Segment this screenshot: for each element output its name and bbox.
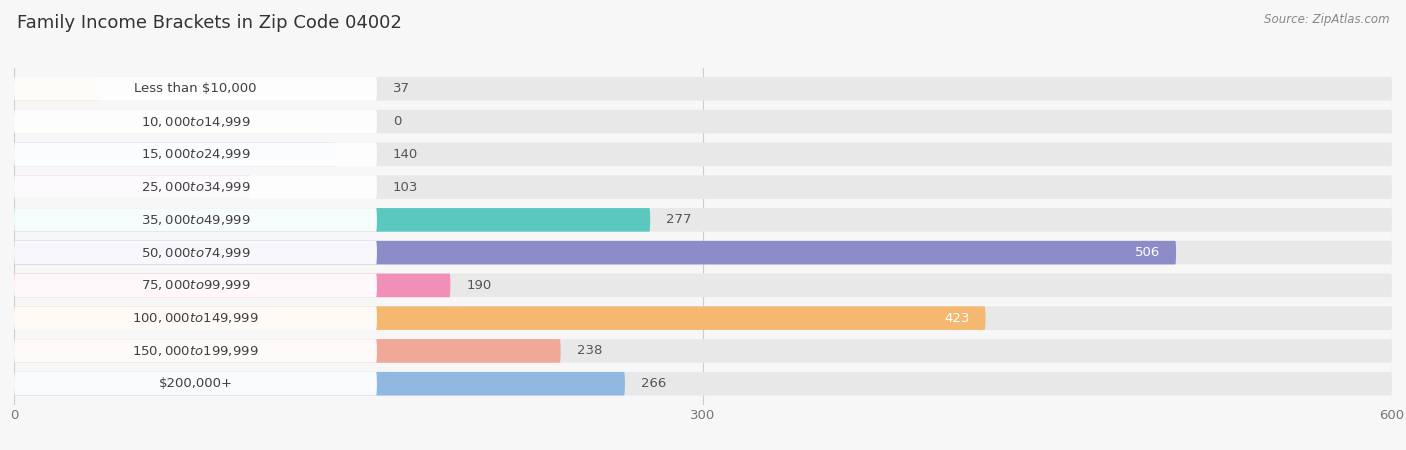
Text: 423: 423 — [943, 312, 969, 324]
FancyBboxPatch shape — [14, 306, 986, 330]
Text: $25,000 to $34,999: $25,000 to $34,999 — [141, 180, 250, 194]
FancyBboxPatch shape — [14, 110, 377, 133]
FancyBboxPatch shape — [14, 143, 336, 166]
FancyBboxPatch shape — [14, 241, 1392, 265]
FancyBboxPatch shape — [14, 208, 650, 232]
FancyBboxPatch shape — [14, 208, 377, 232]
FancyBboxPatch shape — [14, 241, 377, 265]
Text: Less than $10,000: Less than $10,000 — [134, 82, 257, 95]
FancyBboxPatch shape — [14, 372, 1392, 396]
FancyBboxPatch shape — [14, 143, 377, 166]
Text: $15,000 to $24,999: $15,000 to $24,999 — [141, 147, 250, 162]
Text: $50,000 to $74,999: $50,000 to $74,999 — [141, 246, 250, 260]
FancyBboxPatch shape — [14, 241, 1175, 265]
FancyBboxPatch shape — [14, 176, 1392, 199]
Text: $75,000 to $99,999: $75,000 to $99,999 — [141, 279, 250, 292]
Text: 0: 0 — [394, 115, 401, 128]
Text: $35,000 to $49,999: $35,000 to $49,999 — [141, 213, 250, 227]
FancyBboxPatch shape — [14, 77, 377, 101]
FancyBboxPatch shape — [14, 208, 1392, 232]
Text: 37: 37 — [394, 82, 411, 95]
FancyBboxPatch shape — [14, 274, 450, 297]
Text: 238: 238 — [576, 344, 602, 357]
Text: Family Income Brackets in Zip Code 04002: Family Income Brackets in Zip Code 04002 — [17, 14, 402, 32]
Text: 266: 266 — [641, 377, 666, 390]
FancyBboxPatch shape — [14, 372, 624, 396]
FancyBboxPatch shape — [14, 176, 250, 199]
Text: $200,000+: $200,000+ — [159, 377, 232, 390]
Text: $100,000 to $149,999: $100,000 to $149,999 — [132, 311, 259, 325]
FancyBboxPatch shape — [14, 339, 377, 363]
FancyBboxPatch shape — [14, 110, 1392, 133]
FancyBboxPatch shape — [14, 372, 377, 396]
FancyBboxPatch shape — [14, 176, 377, 199]
FancyBboxPatch shape — [14, 306, 1392, 330]
Text: 277: 277 — [666, 213, 692, 226]
FancyBboxPatch shape — [14, 77, 98, 101]
Text: $150,000 to $199,999: $150,000 to $199,999 — [132, 344, 259, 358]
Text: 103: 103 — [394, 180, 419, 194]
FancyBboxPatch shape — [14, 274, 1392, 297]
FancyBboxPatch shape — [14, 77, 1392, 101]
FancyBboxPatch shape — [14, 339, 561, 363]
FancyBboxPatch shape — [14, 143, 1392, 166]
FancyBboxPatch shape — [14, 306, 377, 330]
Text: 190: 190 — [467, 279, 492, 292]
Text: Source: ZipAtlas.com: Source: ZipAtlas.com — [1264, 14, 1389, 27]
FancyBboxPatch shape — [14, 274, 377, 297]
FancyBboxPatch shape — [14, 339, 1392, 363]
Text: $10,000 to $14,999: $10,000 to $14,999 — [141, 115, 250, 129]
Text: 506: 506 — [1135, 246, 1160, 259]
Text: 140: 140 — [394, 148, 418, 161]
